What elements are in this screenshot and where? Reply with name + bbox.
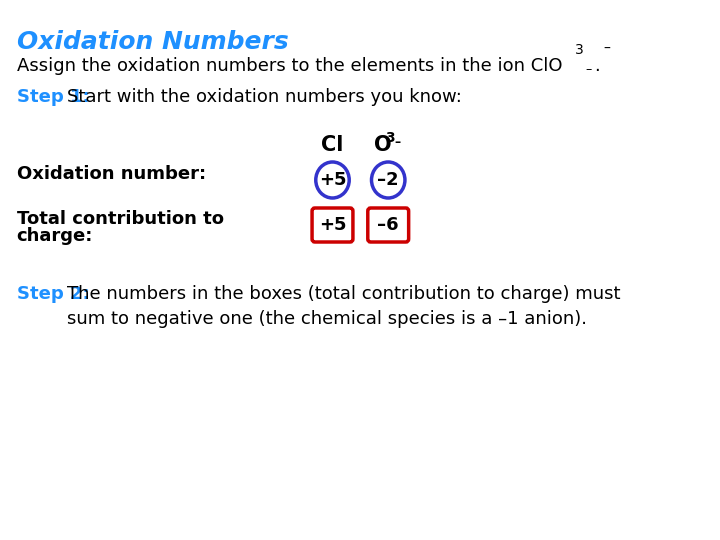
Text: The numbers in the boxes (total contribution to charge) must
sum to negative one: The numbers in the boxes (total contribu…: [67, 285, 621, 328]
Text: Step 2:: Step 2:: [17, 285, 89, 303]
Text: Step 1:: Step 1:: [17, 88, 89, 106]
Text: Assign the oxidation numbers to the elements in the ion ClO: Assign the oxidation numbers to the elem…: [17, 57, 562, 75]
Text: charge:: charge:: [17, 227, 93, 245]
Text: Cl: Cl: [321, 135, 343, 155]
Text: Oxidation number:: Oxidation number:: [17, 165, 206, 183]
Text: +5: +5: [319, 171, 346, 189]
Text: .: .: [595, 57, 600, 75]
Text: –: –: [603, 42, 611, 56]
Text: –6: –6: [377, 216, 399, 234]
Text: O: O: [374, 135, 392, 155]
Text: 3: 3: [385, 131, 395, 145]
Text: –: –: [395, 136, 401, 149]
Text: –: –: [585, 63, 591, 76]
Text: Oxidation Numbers: Oxidation Numbers: [17, 30, 289, 54]
Text: +5: +5: [319, 216, 346, 234]
Text: 3: 3: [575, 43, 584, 57]
Text: –2: –2: [377, 171, 399, 189]
Text: Total contribution to: Total contribution to: [17, 210, 224, 228]
Text: Start with the oxidation numbers you know:: Start with the oxidation numbers you kno…: [67, 88, 462, 106]
